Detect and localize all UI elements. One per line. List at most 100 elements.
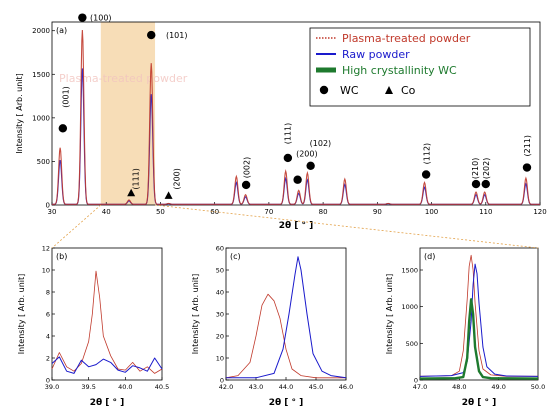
series-line [51, 270, 163, 374]
x-tick-label: 30 [48, 208, 57, 216]
wc-peak-marker [293, 175, 302, 184]
co-peak-marker [164, 191, 173, 199]
x-tick-label: 46.0 [339, 383, 353, 391]
plot-frame [225, 247, 347, 381]
wc-peak-marker [522, 163, 532, 172]
ghost-caption: Plasma-treated powder [59, 72, 188, 85]
panel-c: 42.0 43.0 44.0 45.0 46.0 0 10 20 30 40 50 60 2θ [ ° … [191, 245, 353, 409]
panel-a: Plasma-treated powder3040506070809010011… [15, 13, 547, 231]
x-tick-label: 39.5 [81, 383, 95, 391]
panel-label: (c) [230, 252, 241, 261]
peak-label: (202) [482, 158, 491, 180]
x-tick-label: 43.0 [249, 383, 263, 391]
peak-label: (210) [471, 158, 480, 180]
peak-label: (002) [242, 157, 251, 179]
wc-peak-marker [241, 180, 251, 190]
x-tick-label: 70 [264, 208, 273, 216]
peak-label: (200) [172, 168, 181, 190]
x-tick-label: 90 [373, 208, 382, 216]
y-tick-label: 500 [406, 340, 418, 348]
x-tick-label: 80 [319, 208, 328, 216]
y-axis-label: Intensity [ Arb. unit] [385, 274, 394, 355]
series-line [419, 254, 538, 377]
x-tick-label: 45.0 [309, 383, 323, 391]
x-tick-label: 120 [533, 208, 546, 216]
y-tick-label: 1500 [32, 71, 50, 79]
x-tick-label: 39.0 [45, 383, 59, 391]
y-tick-label: 10 [42, 267, 50, 275]
x-axis-label: 2θ [ ° ] [279, 221, 314, 231]
legend-wc-marker [319, 85, 329, 95]
plot-frame [51, 21, 541, 206]
x-tick-label: 40.0 [118, 383, 132, 391]
x-tick-label: 50 [156, 208, 165, 216]
peak-label: (111) [132, 168, 141, 190]
y-axis-label: Intensity [ Arb. unit] [15, 73, 24, 154]
connector-left [51, 204, 102, 249]
zoom-region-highlight [100, 22, 156, 205]
wc-peak-marker [481, 179, 490, 189]
y-tick-label: 6 [46, 311, 50, 319]
y-tick-label: 0 [414, 377, 418, 385]
x-axis-label: 2θ [ ° ] [462, 398, 497, 408]
series-line [225, 293, 346, 379]
y-tick-label: 40 [216, 289, 224, 297]
y-tick-label: 4 [46, 333, 50, 341]
panel-label: (a) [56, 26, 67, 35]
panel-d: 47.0 48.0 49.0 50.0 0 500 1000 1500 2θ [ ° ] Inte… [385, 247, 545, 408]
legend-label: Co [401, 84, 416, 97]
peak-label: (101) [166, 31, 188, 40]
legend-co-marker [385, 86, 393, 94]
x-tick-label: 47.0 [413, 383, 427, 391]
x-tick-label: 42.0 [219, 383, 233, 391]
plot-frame [51, 247, 163, 381]
legend: Plasma-treated powder Raw powder High crys… [309, 27, 531, 107]
y-tick-label: 60 [216, 245, 224, 253]
peak-label: (211) [523, 135, 532, 157]
x-tick-label: 40.5 [155, 383, 169, 391]
peak-label: (111) [284, 123, 293, 145]
y-tick-label: 0 [46, 202, 50, 210]
y-axis-label: Intensity [ Arb. unit] [191, 274, 200, 355]
x-tick-label: 110 [479, 208, 492, 216]
x-tick-label: 50.0 [531, 383, 545, 391]
wc-peak-marker [306, 161, 315, 170]
y-axis-label: Intensity [ Arb. unit] [17, 274, 26, 355]
y-tick-label: 0 [46, 377, 50, 385]
wc-peak-marker [471, 179, 481, 189]
legend-label: WC [340, 84, 359, 97]
wc-peak-marker [421, 170, 431, 179]
x-tick-label: 100 [425, 208, 438, 216]
wc-peak-marker [147, 30, 156, 40]
legend-label: High crystallinity WC [342, 64, 457, 77]
y-tick-label: 20 [216, 333, 224, 341]
wc-peak-marker [58, 124, 68, 133]
legend-label: Plasma-treated powder [342, 32, 471, 45]
spectrum-line [52, 29, 540, 205]
legend-box [309, 27, 531, 107]
series-line [419, 263, 539, 377]
y-tick-label: 1500 [401, 267, 418, 275]
panel-label: (b) [56, 252, 67, 261]
connector-right [154, 204, 539, 249]
series-line [226, 256, 347, 379]
y-tick-label: 1000 [32, 114, 50, 122]
y-tick-label: 0 [220, 377, 224, 385]
peak-label: (102) [310, 139, 332, 148]
x-tick-label: 48.0 [452, 383, 466, 391]
x-axis-label: 2θ [ ° ] [90, 398, 125, 408]
co-peak-marker [127, 188, 136, 197]
y-tick-label: 2000 [32, 27, 50, 35]
x-tick-label: 44.0 [279, 383, 293, 391]
y-tick-label: 12 [42, 245, 50, 253]
zoom-connector-lines [51, 204, 539, 249]
x-tick-label: 40 [102, 208, 111, 216]
y-tick-label: 2 [46, 355, 50, 363]
panel-b: 39.0 39.5 40.0 40.5 0 2 4 6 8 10 12 2θ [ ° ] Intensi… [17, 245, 169, 409]
plot-frame [419, 247, 539, 381]
series-line [51, 356, 163, 374]
y-tick-label: 10 [216, 355, 224, 363]
peak-label: (100) [90, 14, 112, 23]
legend-label: Raw powder [342, 48, 410, 61]
